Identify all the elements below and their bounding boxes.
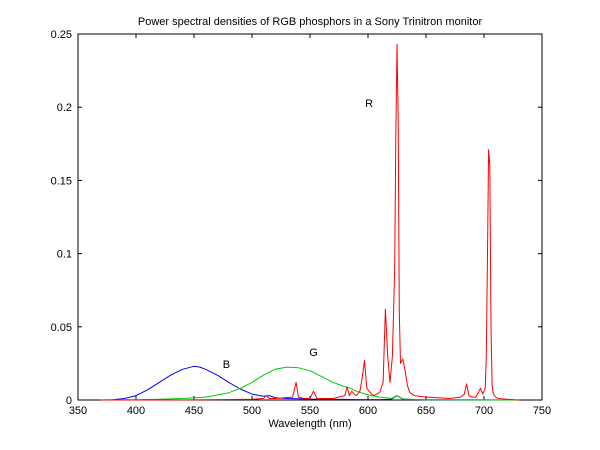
x-tick-label: 350 (69, 405, 87, 417)
annotation-label-b: B (223, 359, 230, 371)
plot-area (77, 33, 543, 401)
x-tick-label: 550 (301, 405, 319, 417)
series-line-g (101, 366, 519, 401)
x-axis-label: Wavelength (nm) (268, 418, 351, 430)
chart-title: Power spectral densities of RGB phosphor… (138, 16, 483, 28)
annotation-label-r: R (365, 98, 373, 110)
y-axis: 0 0.05 0.1 0.15 0.2 0.25 (51, 29, 542, 407)
series-layer (101, 43, 519, 401)
x-tick-label: 450 (185, 405, 203, 417)
x-tick-label: 600 (359, 405, 377, 417)
x-tick-label: 650 (417, 405, 435, 417)
series-line-r (101, 43, 519, 401)
annotation-label-g: G (309, 347, 318, 359)
annotation-layer: R G B (223, 98, 373, 371)
y-tick-label: 0.15 (51, 175, 72, 187)
y-tick-label: 0.05 (51, 322, 72, 334)
x-tick-label: 400 (127, 405, 145, 417)
y-tick-label: 0.1 (57, 249, 72, 261)
x-tick-label: 700 (475, 405, 493, 417)
y-tick-label: 0.25 (51, 29, 72, 41)
x-tick-label: 750 (533, 405, 551, 417)
y-tick-label: 0.2 (57, 102, 72, 114)
y-tick-label: 0 (66, 395, 72, 407)
x-tick-label: 500 (243, 405, 261, 417)
